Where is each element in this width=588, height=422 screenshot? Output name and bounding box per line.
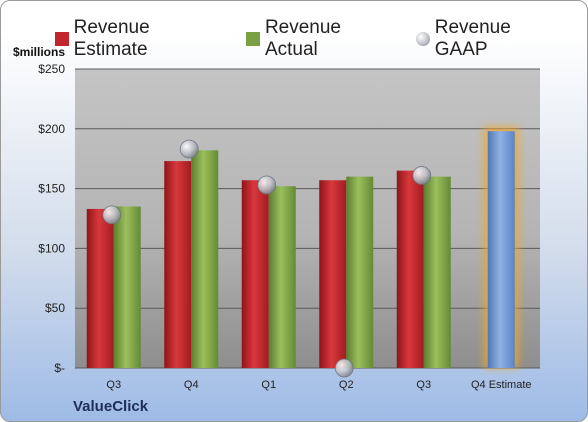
gaap-swatch bbox=[416, 32, 430, 46]
gaap-marker bbox=[334, 358, 354, 378]
y-tick-label: $100 bbox=[38, 241, 65, 255]
bar-actual bbox=[113, 206, 141, 368]
bar-actual bbox=[346, 176, 374, 368]
company-name: ValueClick bbox=[73, 398, 149, 415]
y-tick-label: $250 bbox=[38, 62, 65, 76]
legend-item-gaap: Revenue GAAP bbox=[416, 17, 565, 61]
estimate-swatch bbox=[55, 32, 69, 46]
bar-estimate bbox=[164, 161, 192, 368]
legend-item-estimate: Revenue Estimate bbox=[55, 17, 224, 61]
bar-actual bbox=[191, 150, 219, 368]
bar-layer bbox=[86, 127, 519, 368]
x-tick-label: Q1 bbox=[261, 379, 276, 391]
bar-estimate bbox=[86, 208, 114, 368]
gaap-markers bbox=[102, 139, 432, 378]
legend-label-gaap: Revenue GAAP bbox=[434, 17, 511, 60]
plot-area bbox=[75, 69, 540, 368]
y-axis: $- $50 $100 $150 $200 $250 bbox=[38, 62, 65, 375]
bar-forecast bbox=[487, 131, 515, 368]
x-tick-label: Q3 bbox=[106, 379, 121, 391]
legend: Revenue Estimate Revenue Actual Revenue … bbox=[55, 17, 587, 61]
x-tick-label: Q4 bbox=[184, 379, 199, 391]
bar-actual bbox=[423, 176, 451, 368]
bar-actual bbox=[268, 186, 296, 368]
y-tick-label: $50 bbox=[45, 301, 65, 315]
bar-estimate bbox=[396, 170, 424, 368]
y-tick-label: $150 bbox=[38, 182, 65, 196]
x-tick-label: Q2 bbox=[339, 379, 354, 391]
gaap-marker bbox=[102, 205, 122, 225]
y-unit-label: $millions bbox=[13, 45, 66, 59]
bar-estimate bbox=[319, 180, 347, 368]
gaap-marker bbox=[412, 166, 432, 185]
gaap-marker bbox=[257, 175, 277, 195]
bar-estimate bbox=[241, 180, 269, 368]
legend-label-estimate: Revenue Estimate bbox=[73, 17, 150, 60]
legend-label-actual: Revenue Actual bbox=[264, 17, 341, 60]
y-tick-label: $200 bbox=[38, 122, 65, 136]
grid-layer bbox=[75, 68, 540, 369]
x-tick-label: Q3 bbox=[416, 379, 431, 391]
y-tick-label: $- bbox=[54, 361, 65, 375]
gaap-marker bbox=[179, 139, 199, 159]
x-axis: Q3 Q4 Q1 Q2 Q3 Q4 Estimate bbox=[106, 379, 531, 391]
x-tick-label: Q4 Estimate bbox=[471, 379, 532, 391]
actual-swatch bbox=[246, 32, 260, 46]
legend-item-actual: Revenue Actual bbox=[246, 17, 394, 61]
